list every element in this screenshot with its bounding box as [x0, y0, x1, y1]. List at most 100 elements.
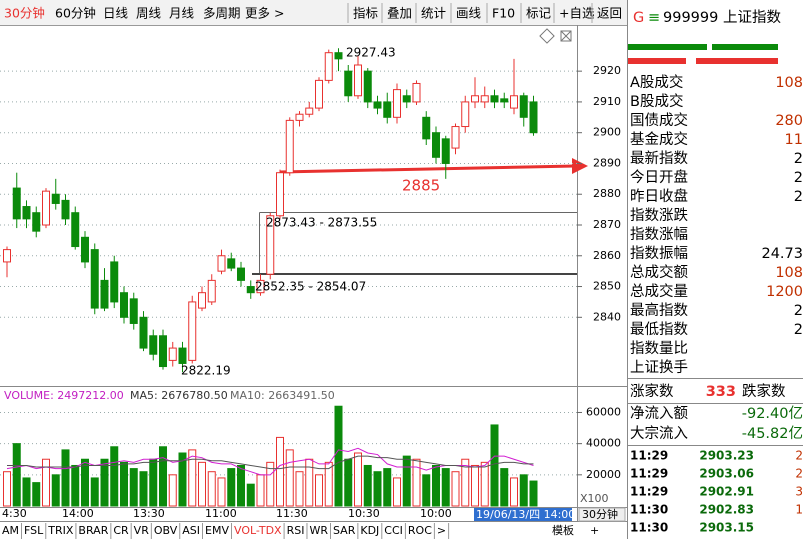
volume-bar — [451, 471, 460, 507]
diamond-icon[interactable] — [539, 28, 555, 44]
volume-bar — [402, 455, 411, 507]
volume-bar — [441, 468, 450, 507]
y-tick-label: 2900 — [593, 126, 621, 139]
toolbar-tab[interactable]: 多周期 — [203, 6, 241, 21]
volume-legend: VOLUME: 2497212.00 — [4, 389, 124, 402]
candle-body — [3, 249, 11, 263]
tick-price: 2902.83 — [699, 503, 754, 517]
volume-bar — [344, 458, 353, 507]
toolbar-tab[interactable]: 60分钟 — [55, 6, 96, 21]
volume-bar — [61, 449, 70, 507]
strength-bar — [696, 58, 778, 64]
toolbar-button[interactable]: F10 — [492, 6, 515, 21]
tick-time: 11:30 — [630, 521, 668, 535]
tick-volume: 3 — [795, 485, 803, 499]
y-tick-label: 2910 — [593, 95, 621, 108]
candle-body — [51, 193, 60, 204]
close-icon[interactable] — [560, 30, 572, 42]
candle-body — [246, 286, 255, 294]
volume-bar — [90, 477, 99, 507]
toolbar-button[interactable]: 标记 — [526, 6, 552, 21]
indicator-tab[interactable]: CCI — [384, 524, 403, 537]
annotation: 2852.35 - 2854.07 — [255, 280, 366, 294]
volume-bar — [412, 458, 421, 507]
volume-bar — [315, 474, 323, 507]
toolbar-tab[interactable]: 周线 — [136, 6, 162, 21]
toolbar-button[interactable]: 画线 — [456, 6, 482, 21]
menu[interactable]: ≡ — [648, 10, 660, 26]
toolbar-button[interactable]: 返回 — [597, 6, 622, 21]
indicator-tab[interactable]: OBV — [154, 524, 178, 537]
tab-extra[interactable]: 模板 — [552, 523, 574, 537]
volume-bar — [246, 483, 255, 507]
volume-bar — [227, 468, 236, 507]
toolbar-button[interactable]: 指标 — [353, 6, 378, 21]
stat-label: 总成交额 — [630, 263, 688, 281]
indicator-tab[interactable]: FSL — [24, 524, 44, 537]
candle-body — [256, 279, 265, 294]
candle-body — [266, 215, 275, 275]
indicator-tab[interactable]: VR — [134, 524, 150, 537]
candle-body — [461, 101, 470, 128]
ma-line — [7, 455, 534, 470]
volume-bar — [12, 443, 21, 507]
strength-bar — [712, 44, 778, 50]
strength-bar — [628, 58, 686, 64]
candle-body — [159, 335, 167, 368]
indicator-tab[interactable]: AM — [2, 524, 19, 537]
tick-volume: 2 — [795, 467, 803, 481]
annotation: 2927.43 — [346, 46, 396, 60]
breadth-label: 跌家数 — [742, 383, 786, 400]
volume-bar — [159, 446, 167, 507]
volume-bar — [51, 474, 60, 507]
breadth-label: 涨家数 — [630, 383, 674, 400]
toolbar-button[interactable]: 统计 — [421, 6, 446, 21]
volume-bar — [110, 446, 119, 507]
candle-body — [519, 95, 528, 118]
volume-bar — [529, 480, 538, 507]
candle-body — [305, 107, 314, 115]
indicator-tab[interactable]: ROC — [408, 524, 432, 537]
candle-body — [149, 335, 158, 355]
stat-value: 280 — [775, 113, 803, 129]
volume-bar — [217, 477, 226, 507]
annotation: 2822.19 — [181, 364, 231, 378]
annotation: 2885 — [402, 177, 440, 195]
candle-body — [500, 98, 509, 103]
volume-bar — [237, 464, 245, 507]
y-tick-label: 2850 — [593, 280, 621, 293]
indicator-tab[interactable]: VOL-TDX — [234, 524, 282, 537]
toolbar-button[interactable]: 叠加 — [387, 6, 412, 21]
toolbar-button[interactable]: +自选 — [559, 6, 595, 21]
toolbar-tab[interactable]: 月线 — [169, 6, 195, 21]
indicator-tab[interactable]: EMV — [205, 524, 229, 537]
indicator-tab[interactable]: > — [437, 524, 446, 537]
candle-body — [178, 347, 187, 364]
indicator-tab[interactable]: ASI — [182, 524, 200, 537]
indicator-tab[interactable]: KDJ — [360, 524, 379, 537]
toolbar-tab[interactable]: 更多 > — [245, 6, 284, 21]
x-tick-label: 11:30 — [276, 507, 308, 520]
tab-extra[interactable]: + — [590, 524, 599, 537]
toolbar-tab[interactable]: 30分钟 — [4, 6, 45, 21]
candle-body — [402, 95, 411, 103]
indicator-tab[interactable]: CR — [113, 524, 129, 537]
indicator-tab[interactable]: BRAR — [78, 524, 108, 537]
indicator-tab[interactable]: TRIX — [47, 524, 74, 537]
candle-body — [110, 261, 119, 303]
indicator-tab[interactable]: WR — [309, 524, 328, 537]
period-button[interactable]: 30分钟 — [582, 507, 618, 521]
candle-body — [90, 249, 99, 309]
indicator-tab[interactable]: SAR — [333, 524, 356, 537]
unit-label: X100 — [580, 492, 609, 505]
y-tick-label: 2870 — [593, 218, 621, 231]
breadth-count: 333 — [706, 384, 736, 400]
y-tick-label: 60000 — [586, 405, 621, 418]
indicator-tab[interactable]: RSI — [287, 524, 305, 537]
period-button-bg[interactable] — [578, 507, 626, 522]
toolbar-tab[interactable]: 日线 — [103, 6, 129, 21]
stat-label: 指数涨幅 — [630, 226, 688, 243]
volume-legend: MA10: 2663491.50 — [230, 389, 335, 402]
volume-bar — [480, 461, 489, 507]
